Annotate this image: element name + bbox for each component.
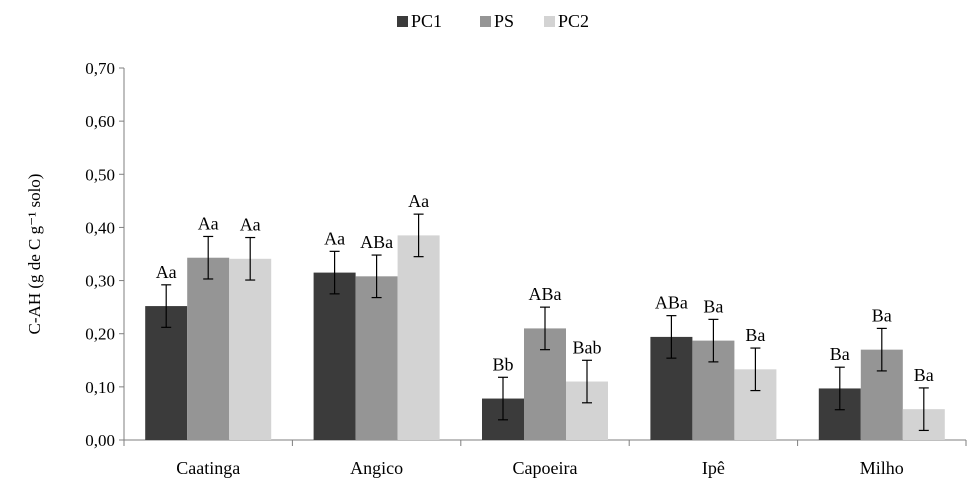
bar-data-label: Ba [914,365,934,385]
bar-data-label: Ba [703,296,723,316]
legend-label: PC2 [558,11,589,31]
bar-data-label: Ba [872,305,892,325]
y-tick-label: 0,20 [85,325,115,344]
bar-data-label: Bab [573,337,602,357]
x-tick-label: Angico [350,458,403,478]
bar [229,258,272,440]
y-tick-label: 0,40 [85,218,115,237]
bar-data-label: Ba [745,325,765,345]
bar-data-label: ABa [655,293,688,313]
bar-data-label: Bb [492,354,513,374]
x-axis: Caatinga Angico Capoeira Ipê Milho [123,439,967,478]
bar-data-label: ABa [360,232,393,252]
bar-data-label: Aa [408,191,429,211]
bar-labels: Aa Aa Aa Aa ABa Aa Bb ABa Bab ABa Ba Ba Ba Ba Ba [156,191,934,385]
x-tick-label: Milho [860,458,904,478]
bar-data-label: ABa [529,284,562,304]
bars [145,235,945,440]
y-tick-label: 0,50 [85,165,115,184]
x-tick-label: Caatinga [176,458,240,478]
legend-swatch [480,16,491,27]
bar [145,306,188,440]
bar [397,235,440,440]
error-bars [161,213,929,432]
bar-data-label: Aa [240,215,261,235]
x-tick-label: Capoeira [513,458,578,478]
legend-label: PS [494,11,514,31]
y-tick-label: 0,60 [85,112,115,131]
x-tick-label: Ipê [702,458,725,478]
legend: PC1 PS PC2 [397,11,589,31]
y-axis: 0,00 0,10 0,20 0,30 0,40 0,50 0,60 0,70 [85,59,125,450]
legend-swatch [397,16,408,27]
bar [187,257,230,440]
legend-label: PC1 [411,11,442,31]
y-tick-label: 0,00 [85,431,115,450]
y-tick-label: 0,30 [85,272,115,291]
y-tick-label: 0,10 [85,378,115,397]
bar-data-label: Aa [156,262,177,282]
bar-data-label: Aa [198,213,219,233]
bar [355,276,398,440]
legend-swatch [544,16,555,27]
y-axis-label: C-AH (g de C g⁻¹ solo) [25,174,44,335]
bar-data-label: Aa [324,228,345,248]
bar-data-label: Ba [830,344,850,364]
bar [313,272,356,440]
y-tick-label: 0,70 [85,59,115,78]
